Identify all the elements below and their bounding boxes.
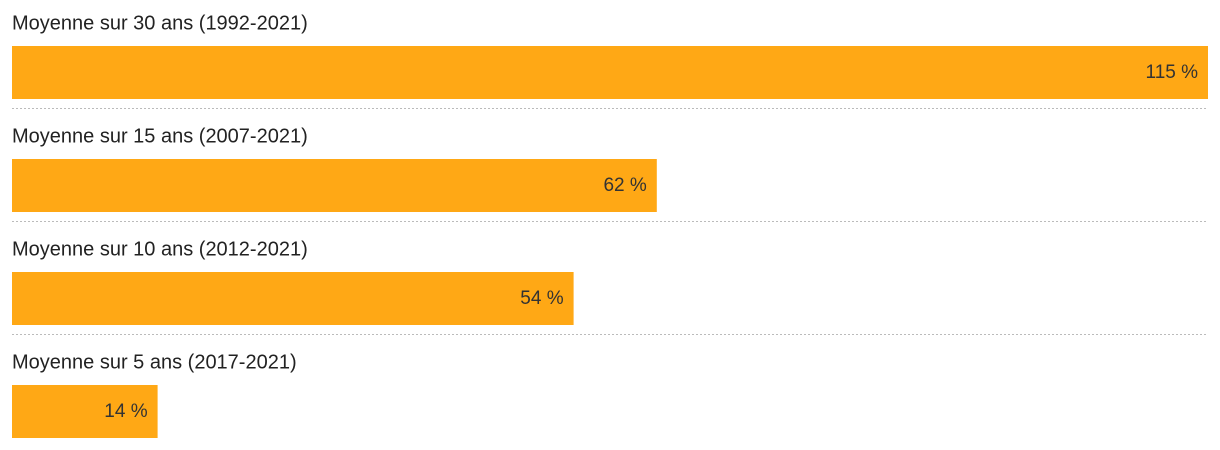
bar — [12, 46, 1208, 99]
category-label: Moyenne sur 5 ans (2017-2021) — [12, 351, 297, 373]
category-label: Moyenne sur 30 ans (1992-2021) — [12, 12, 308, 34]
value-label: 14 % — [104, 401, 147, 422]
value-label: 62 % — [603, 175, 646, 196]
value-label: 115 % — [1146, 62, 1199, 83]
category-label: Moyenne sur 15 ans (2007-2021) — [12, 125, 308, 147]
bar — [12, 385, 158, 438]
bar — [12, 159, 657, 212]
value-label: 54 % — [520, 288, 563, 309]
category-label: Moyenne sur 10 ans (2012-2021) — [12, 238, 308, 260]
bar — [12, 272, 574, 325]
